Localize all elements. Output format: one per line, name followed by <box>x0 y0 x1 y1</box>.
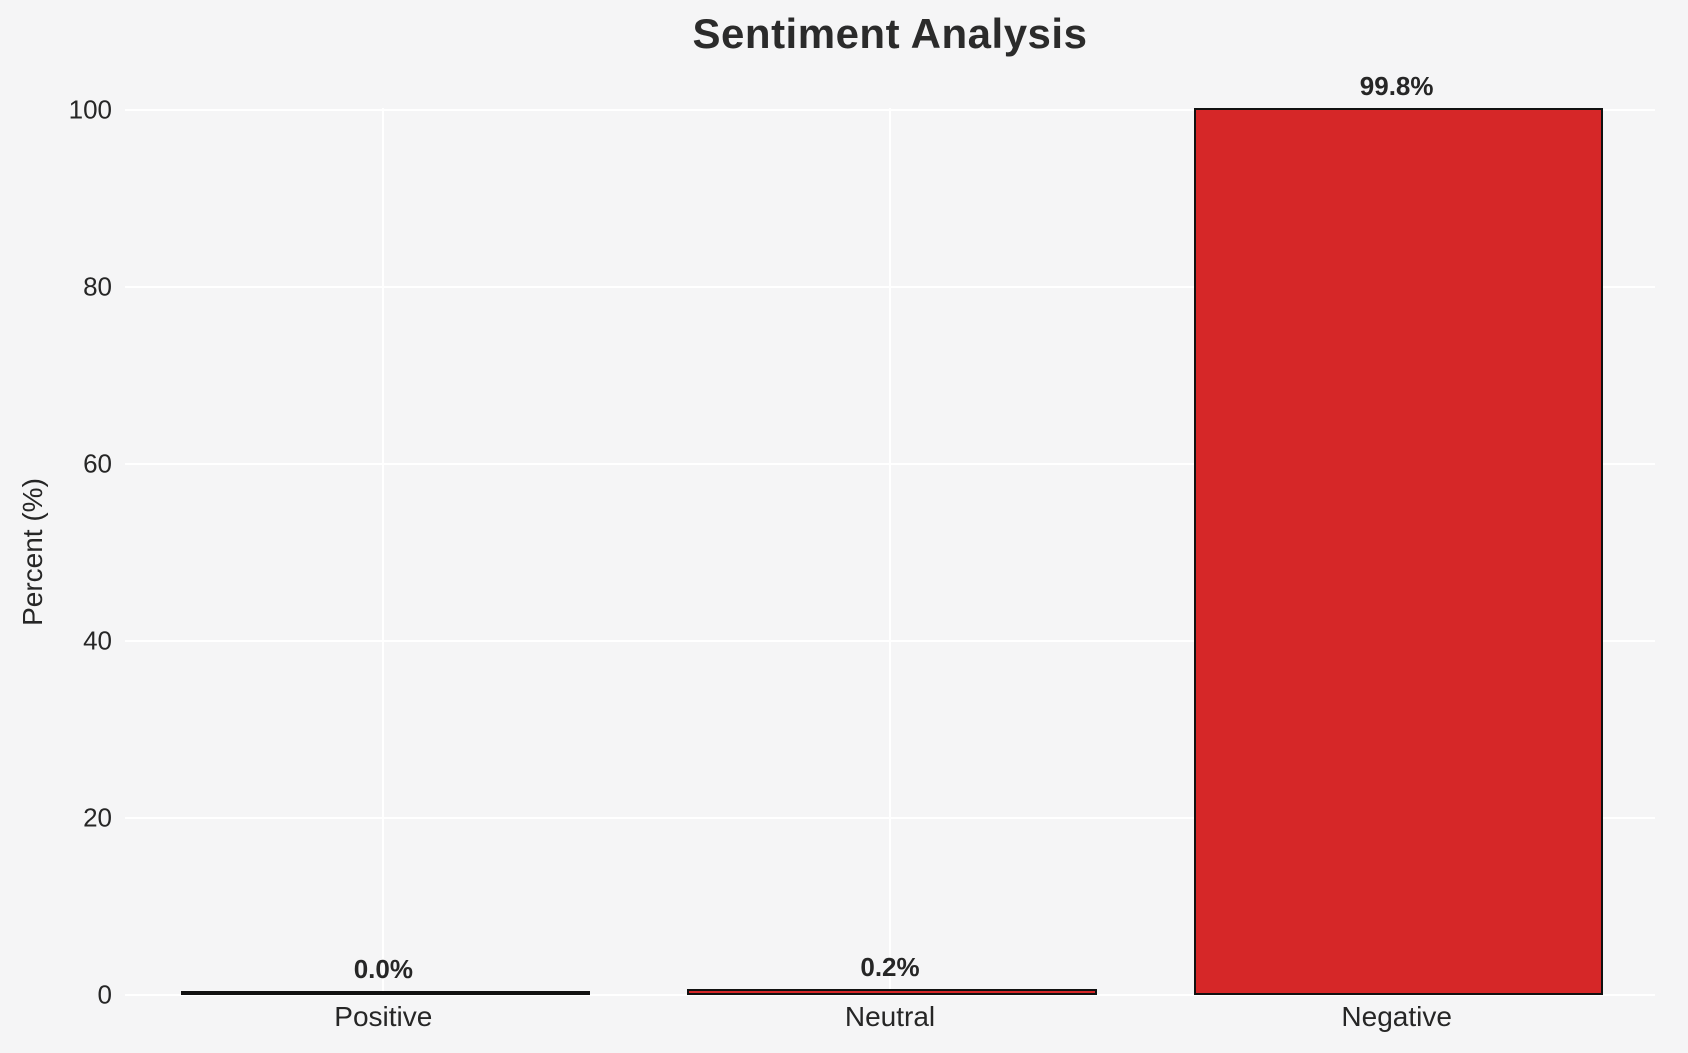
bar <box>1194 108 1604 995</box>
y-tick-label: 80 <box>83 271 112 302</box>
plot-area: 0 20 40 60 80 100 0.0% Positive 0.2% Neutral 99.8%… <box>69 71 1655 1032</box>
x-gridline <box>889 108 891 995</box>
bar <box>180 991 590 995</box>
bar <box>687 989 1097 995</box>
bar-value-label: 0.2% <box>860 952 920 982</box>
y-tick-label: 0 <box>97 979 112 1010</box>
x-tick-label: Neutral <box>844 1001 936 1032</box>
y-tick-label: 100 <box>68 94 112 125</box>
bar-value-label: 0.0% <box>353 954 413 984</box>
x-tick-label: Positive <box>334 1001 433 1032</box>
x-gridline <box>382 108 385 995</box>
bar-value-label: 99.8% <box>1359 71 1434 101</box>
y-tick-label: 60 <box>83 448 112 479</box>
y-axis-label: Percent (%) <box>17 478 48 626</box>
chart-title: Sentiment Analysis <box>692 10 1088 57</box>
y-gridline <box>125 994 1655 996</box>
y-tick-label: 20 <box>83 802 112 833</box>
y-tick-label: 40 <box>83 625 112 656</box>
x-tick-label: Negative <box>1341 1001 1452 1032</box>
